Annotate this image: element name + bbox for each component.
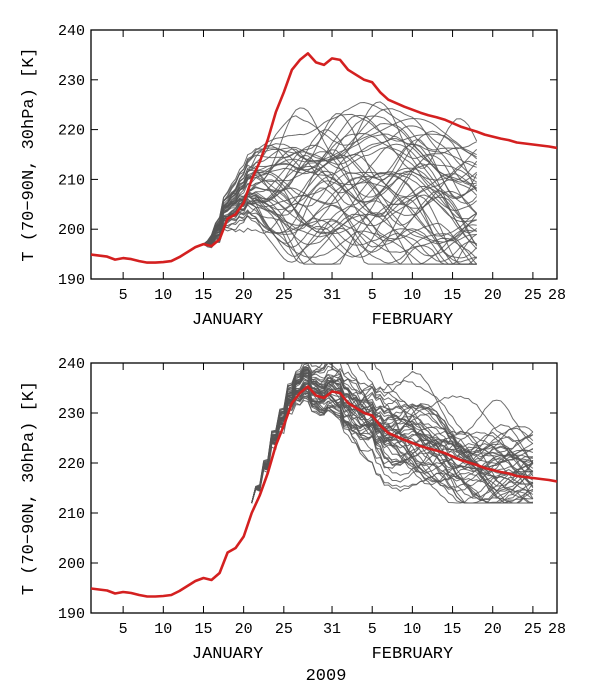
x-tick-label: 10 — [403, 621, 421, 638]
x-tick-label: 5 — [119, 287, 128, 304]
x-tick-label: 25 — [275, 287, 293, 304]
y-axis-label: T (70−90N, 30hPa) [K] — [20, 381, 39, 595]
x-tick-label: 25 — [524, 621, 542, 638]
x-tick-label: 15 — [194, 621, 212, 638]
ensemble-member-line — [203, 181, 478, 245]
x-tick-label: 5 — [368, 287, 377, 304]
x-tick-label: 28 — [548, 621, 566, 638]
ensemble-member-line — [203, 101, 477, 245]
ensemble-member-line — [203, 151, 478, 245]
ensemble-member-line — [203, 173, 478, 245]
x-tick-label: 10 — [403, 287, 421, 304]
y-tick-label: 200 — [58, 556, 85, 573]
x-tick-label: 20 — [484, 621, 502, 638]
x-tick-label: 5 — [368, 621, 377, 638]
observed-temperature-line — [91, 52, 557, 264]
observed-temperature-line — [91, 385, 557, 598]
ensemble-member-line — [251, 367, 534, 504]
x-tick-label: 20 — [235, 287, 253, 304]
ensemble-member-line — [203, 137, 477, 245]
ensemble-member-line — [251, 363, 534, 504]
y-tick-label: 190 — [58, 272, 85, 289]
x-tick-label: 31 — [323, 621, 341, 638]
y-tick-label: 230 — [58, 73, 85, 90]
bottom-panel: 190 200 210 220 230 240 5 10 15 20 25 31 5 10 15 20 25 28… — [20, 356, 566, 664]
ensemble-member-line — [203, 215, 478, 259]
x-tick-label: 28 — [548, 287, 566, 304]
plot-area — [90, 362, 558, 614]
ensemble-member-line — [203, 187, 477, 265]
ensemble-member-line — [251, 399, 533, 504]
y-tick-label: 200 — [58, 222, 85, 239]
x-tick-label: 10 — [154, 287, 172, 304]
ensemble-member-line — [203, 130, 478, 245]
ensemble-member-line — [203, 209, 478, 265]
ensemble-member-line — [203, 166, 477, 245]
ensemble-member-line — [251, 364, 534, 504]
month-label: JANUARY — [192, 311, 263, 330]
y-tick-label: 210 — [58, 506, 85, 523]
ensemble-member-line — [203, 196, 477, 265]
ensemble-member-line — [251, 363, 534, 504]
top-panel: 190 200 210 220 230 240 5 10 15 20 25 31 5 10 15 20 25 28… — [20, 23, 566, 330]
x-tick-label: 25 — [524, 287, 542, 304]
year-label: 2009 — [306, 667, 347, 686]
ensemble-member-line — [251, 395, 534, 504]
ensemble-member-line — [203, 114, 478, 245]
y-axis-label: T (70−90N, 30hPa) [K] — [20, 47, 39, 261]
month-label: FEBRUARY — [372, 645, 454, 664]
month-label: FEBRUARY — [372, 311, 454, 330]
ensemble-member-line — [203, 210, 477, 246]
y-tick-label: 190 — [58, 606, 85, 623]
ensemble-member-line — [203, 196, 477, 257]
ensemble-member-line — [203, 149, 478, 245]
y-tick-label: 240 — [58, 23, 85, 40]
y-tick-label: 220 — [58, 456, 85, 473]
x-tick-label: 15 — [194, 287, 212, 304]
x-tick-label: 10 — [154, 621, 172, 638]
ensemble-member-line — [203, 108, 477, 245]
ensemble-member-line — [251, 384, 534, 504]
ensemble-member-line — [203, 215, 477, 265]
y-tick-label: 230 — [58, 406, 85, 423]
x-tick-label: 5 — [119, 621, 128, 638]
ensemble-member-line — [203, 154, 478, 245]
x-tick-label: 20 — [235, 621, 253, 638]
x-tick-label: 20 — [484, 287, 502, 304]
y-tick-label: 210 — [58, 172, 85, 189]
y-tick-label: 220 — [58, 123, 85, 140]
ensemble-member-line — [251, 372, 534, 504]
ensemble-member-line — [251, 367, 534, 504]
ensemble-member-line — [203, 125, 477, 245]
x-tick-label: 15 — [444, 287, 462, 304]
ensemble-member-line — [251, 372, 534, 504]
y-tick-label: 240 — [58, 356, 85, 373]
x-tick-label: 31 — [323, 287, 341, 304]
ensemble-member-line — [251, 377, 533, 504]
x-tick-label: 25 — [275, 621, 293, 638]
plot-content — [91, 52, 557, 265]
plot-content — [91, 363, 557, 598]
month-label: JANUARY — [192, 645, 263, 664]
ensemble-member-line — [203, 169, 478, 245]
x-tick-label: 15 — [444, 621, 462, 638]
ensemble-member-line — [203, 133, 477, 245]
ensemble-member-line — [203, 132, 478, 245]
plot-area — [90, 29, 558, 280]
